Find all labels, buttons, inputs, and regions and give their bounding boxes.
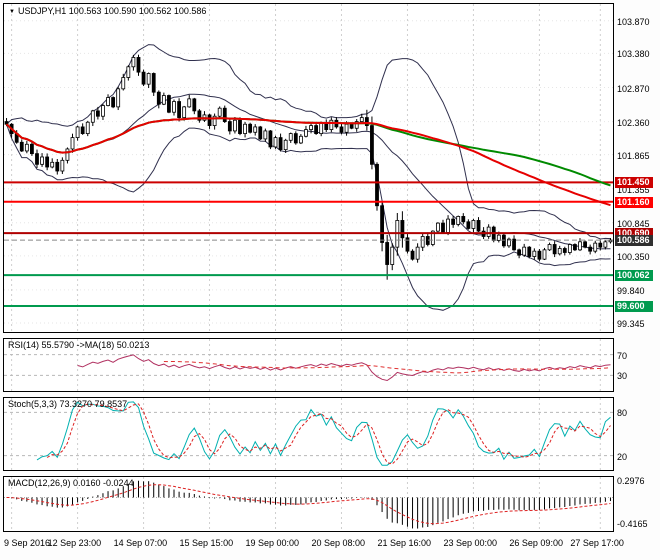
main-price-axis[interactable]: 103.870 103.380 102.870 102.360 101.865 101.3…: [614, 3, 656, 333]
stoch-level-label: 80: [617, 408, 628, 418]
price-level-label: 101.160: [615, 197, 653, 208]
rsi-panel: RSI(14) 55.5790 ->MA(18) 50.0213 70 30: [3, 338, 657, 392]
macd-scale-label: 0.2976: [617, 476, 645, 486]
main-chart-panel: ▼ USDJPY,H1 100.563 100.590 100.562 100.5…: [3, 3, 657, 333]
time-tick-label: 26 Sep 09:00: [509, 538, 563, 548]
macd-scale-axis[interactable]: 0.2976 -0.4165: [614, 476, 656, 532]
macd-plot[interactable]: MACD(12,26,9) 0.0160 -0.0244: [3, 476, 614, 532]
stoch-canvas[interactable]: [4, 398, 613, 470]
price-tick-label: 103.380: [617, 49, 650, 59]
price-level-label: 100.062: [615, 270, 653, 281]
price-tick-label: 99.345: [617, 319, 645, 329]
main-chart-canvas[interactable]: [4, 4, 613, 332]
time-tick-label: 27 Sep 17:00: [570, 538, 624, 548]
price-tick-label: 103.870: [617, 17, 650, 27]
stoch-panel: Stoch(5,3,3) 73.3270 79.8537 80 20: [3, 397, 657, 471]
main-chart-plot[interactable]: ▼ USDJPY,H1 100.563 100.590 100.562 100.5…: [3, 3, 614, 333]
time-tick-label: 21 Sep 16:00: [377, 538, 432, 548]
time-tick-label: 15 Sep 15:00: [179, 538, 234, 548]
time-tick-label: 20 Sep 08:00: [311, 538, 366, 548]
price-tick-label: 102.870: [617, 84, 650, 94]
price-level-label: 101.450: [615, 177, 653, 188]
price-level-label: 99.600: [615, 301, 653, 312]
price-tick-label: 101.355: [617, 185, 650, 195]
time-axis[interactable]: 9 Sep 2016 12 Sep 23:00 14 Sep 07:00 15 Sep…: [3, 534, 657, 556]
price-tick-label: 99.840: [617, 286, 645, 296]
macd-canvas[interactable]: [4, 477, 613, 531]
price-tick-label: 100.845: [617, 219, 650, 229]
current-price-label: 100.586: [615, 235, 653, 246]
time-tick-label: 14 Sep 07:00: [113, 538, 168, 548]
time-tick-label: 19 Sep 00:00: [245, 538, 300, 548]
macd-panel: MACD(12,26,9) 0.0160 -0.0244 0.2976 -0.41…: [3, 476, 657, 532]
stoch-plot[interactable]: Stoch(5,3,3) 73.3270 79.8537: [3, 397, 614, 471]
rsi-canvas[interactable]: [4, 339, 613, 391]
rsi-level-label: 70: [617, 351, 628, 361]
stoch-level-label: 20: [617, 452, 628, 462]
price-tick-label: 101.865: [617, 151, 650, 161]
rsi-level-label: 30: [617, 371, 628, 381]
price-tick-label: 102.360: [617, 118, 650, 128]
time-tick-label: 9 Sep 2016: [4, 538, 51, 548]
stoch-scale-axis[interactable]: 80 20: [614, 397, 656, 471]
time-tick-label: 23 Sep 00:00: [443, 538, 497, 548]
price-tick-label: 100.350: [617, 252, 650, 262]
rsi-scale-axis[interactable]: 70 30: [614, 338, 656, 392]
rsi-plot[interactable]: RSI(14) 55.5790 ->MA(18) 50.0213: [3, 338, 614, 392]
time-tick-label: 12 Sep 23:00: [47, 538, 102, 548]
price-level-label: 100.690: [615, 228, 653, 239]
macd-scale-label: -0.4165: [617, 519, 648, 529]
